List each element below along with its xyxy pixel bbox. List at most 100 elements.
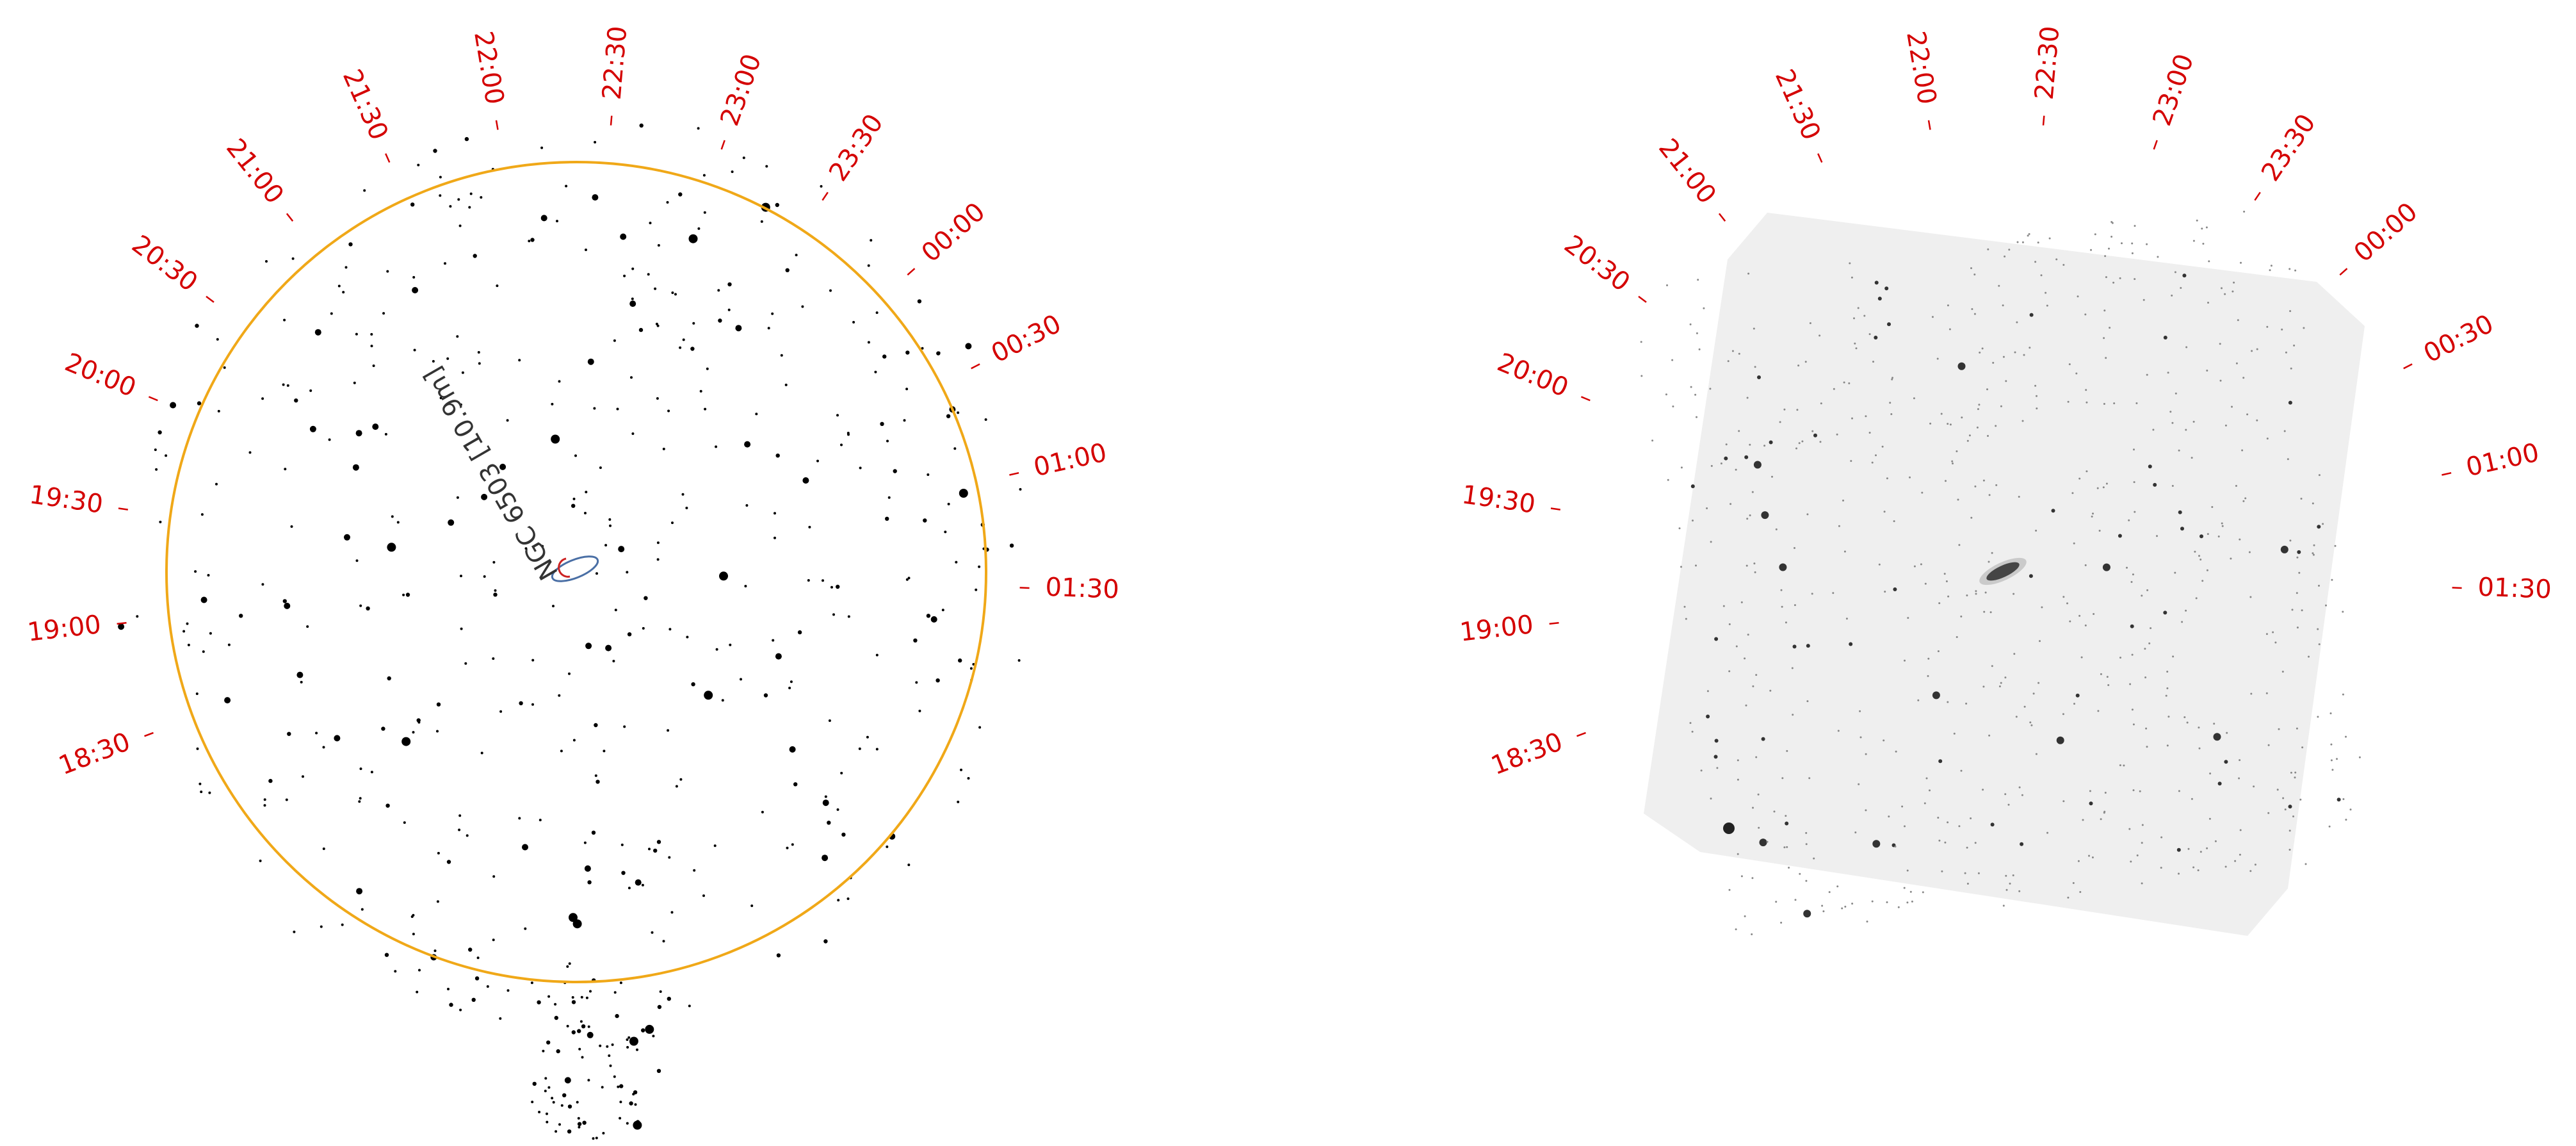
photo-star	[2016, 321, 2018, 323]
star	[847, 615, 850, 618]
star	[745, 504, 749, 507]
photo-star	[1794, 899, 1797, 901]
photo-star	[1991, 552, 1993, 554]
star	[583, 841, 587, 844]
photo-star	[1975, 590, 1977, 593]
photo-star	[1927, 657, 1930, 660]
photo-star	[1706, 507, 1708, 509]
star	[702, 174, 706, 177]
photo-star	[2020, 842, 2024, 846]
photo-star	[1666, 284, 1668, 286]
star	[703, 211, 706, 214]
star	[613, 991, 617, 994]
photo-star	[2284, 808, 2287, 811]
photo-star	[2034, 384, 2037, 387]
star	[444, 262, 446, 265]
star	[795, 254, 798, 257]
star	[540, 215, 547, 222]
photo-star	[2322, 523, 2324, 525]
photo-star	[1689, 722, 1692, 724]
photo-star	[2163, 336, 2167, 340]
photo-star	[1780, 589, 1783, 591]
photo-hour-tick-1	[1549, 621, 1559, 625]
photo-hour-tick-7	[1927, 120, 1931, 130]
star	[518, 817, 521, 820]
star	[531, 703, 534, 706]
photo-star	[1953, 732, 1956, 735]
photo-star	[2239, 759, 2241, 762]
star	[589, 990, 592, 993]
photo-star	[2239, 538, 2241, 541]
photo-star	[1805, 880, 1808, 882]
photo-star	[2232, 290, 2234, 293]
photo-star	[2141, 882, 2143, 885]
target-marker[interactable]	[549, 552, 601, 586]
hour-tick-13	[1009, 471, 1019, 476]
star	[697, 127, 700, 130]
star	[584, 512, 587, 514]
photo-star	[1796, 409, 1799, 411]
star	[706, 367, 709, 370]
galaxy-core-icon	[1986, 562, 2020, 581]
photo-star	[1853, 317, 1855, 320]
star	[433, 149, 437, 153]
photo-star	[2097, 710, 2100, 712]
star	[1019, 487, 1022, 491]
star	[468, 206, 471, 209]
star	[198, 782, 202, 785]
star	[322, 746, 325, 749]
photo-star	[1924, 802, 1926, 805]
photo-star	[2029, 313, 2034, 317]
star	[566, 965, 569, 968]
star	[577, 1122, 582, 1126]
star	[200, 596, 207, 603]
photo-hour-tick-2	[1550, 507, 1560, 511]
star	[585, 996, 588, 999]
photo-star	[2139, 790, 2141, 792]
photo-star	[1738, 352, 1740, 355]
photo-star	[1891, 377, 1893, 379]
photo-star	[2145, 727, 2148, 730]
photo-star	[2077, 860, 2080, 862]
star	[572, 497, 576, 500]
star	[412, 275, 416, 279]
photo-star	[2166, 687, 2169, 689]
star	[594, 723, 598, 728]
star	[268, 778, 273, 783]
photo-star	[1925, 777, 1928, 780]
photo-star	[2312, 553, 2315, 556]
photo-star	[2018, 496, 2020, 498]
star	[841, 832, 846, 837]
photo-star	[2285, 351, 2287, 354]
photo-star	[1769, 440, 1773, 445]
photo-star	[2131, 242, 2134, 245]
photo-star	[1966, 594, 1968, 596]
photo-star	[2234, 860, 2237, 862]
photo-star	[1875, 454, 1877, 457]
star	[719, 571, 728, 581]
photo-star	[1788, 867, 1790, 869]
photo-hour-tick-10	[2254, 192, 2261, 201]
photo-star	[2082, 819, 2084, 821]
star	[763, 693, 768, 698]
star	[386, 270, 389, 273]
star	[580, 995, 583, 999]
star	[917, 299, 922, 304]
star	[359, 604, 362, 607]
photo-star	[2276, 789, 2279, 791]
star	[334, 735, 341, 742]
star	[439, 397, 442, 400]
star	[483, 575, 486, 578]
photo-star	[2037, 241, 2039, 244]
photo-star	[2160, 867, 2162, 869]
photo-star	[2296, 556, 2299, 559]
star	[765, 165, 768, 168]
photo-star	[2294, 776, 2296, 779]
photo-star	[1958, 544, 1961, 546]
star	[571, 1000, 576, 1004]
photo-star	[1735, 645, 1738, 648]
star	[360, 908, 364, 911]
star	[478, 362, 481, 365]
photo-star	[2075, 372, 2078, 375]
star	[686, 635, 689, 639]
